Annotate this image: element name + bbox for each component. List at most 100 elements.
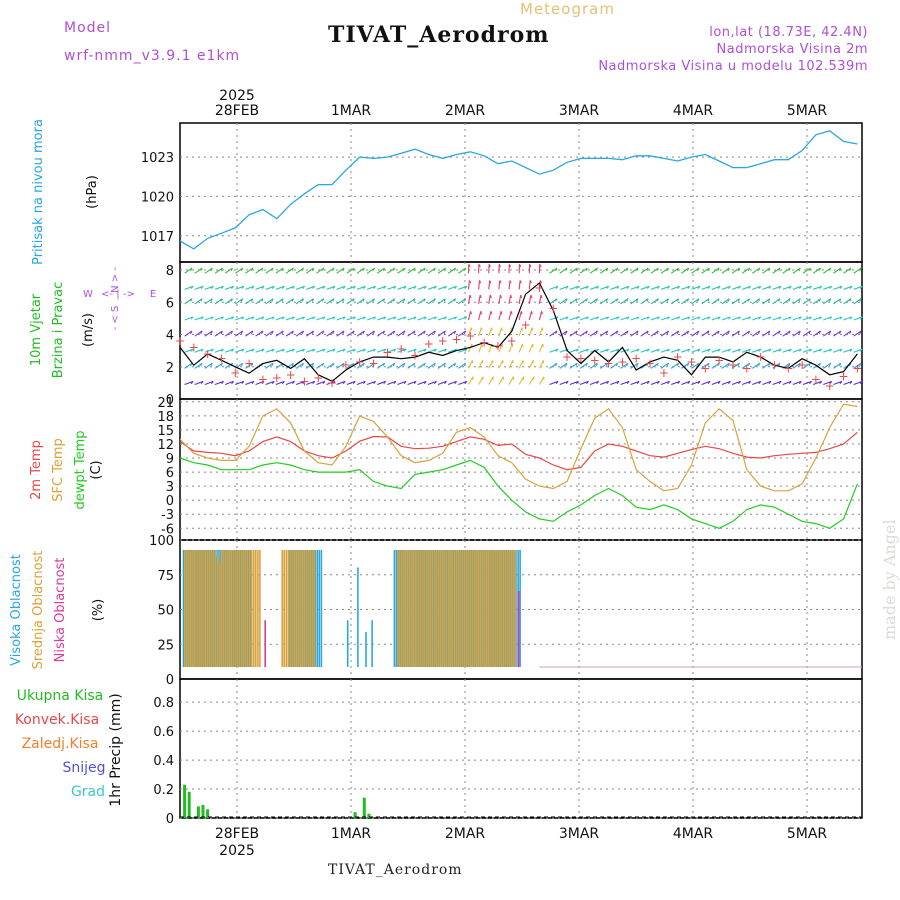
- wind-arrow-head: [200, 316, 204, 320]
- wind-arrow: [640, 267, 649, 274]
- wind-arrow: [701, 348, 711, 353]
- wind-arrow-head: [686, 330, 690, 334]
- wind-arrow: [214, 330, 223, 337]
- wind-arrow: [538, 311, 543, 321]
- time-axes: 202528FEB28FEB1MAR1MAR2MAR2MAR3MAR3MAR4M…: [215, 88, 828, 859]
- station-title: TIVAT_Aerodrom: [328, 22, 550, 48]
- wind-arrow: [194, 285, 204, 290]
- wind-arrow: [214, 316, 224, 321]
- wind-gust-marker: +: [203, 347, 213, 361]
- wind-arrow: [295, 298, 304, 305]
- wind-arrow: [397, 362, 406, 369]
- wind-arrow-head: [423, 362, 426, 367]
- wind-arrow-head: [231, 348, 235, 352]
- wind-arrow-head: [656, 298, 659, 302]
- wind-arrow: [265, 380, 275, 386]
- wind-arrow-head: [565, 298, 568, 302]
- wind-arrow: [316, 330, 325, 337]
- wind-arrow: [417, 330, 426, 337]
- wind-arrow: [224, 298, 233, 305]
- wind-panel: 0 2 4 6 8 + + + + + + + + + + + + + + + + + + + + + + + + + + + + + + + + + + +…: [166, 261, 863, 408]
- wind-arrow-head: [413, 362, 416, 367]
- model-altitude-line: Nadmorska Visina u modelu 102.539m: [598, 59, 868, 74]
- wind-arrow-head: [707, 362, 710, 367]
- wind-arrow: [833, 330, 842, 337]
- wind-arrow-head: [302, 285, 306, 289]
- wind-arrow: [741, 298, 750, 305]
- wind-arrow-head: [626, 298, 629, 302]
- wind-arrow-head: [499, 280, 502, 284]
- wind-arrow: [488, 360, 494, 369]
- wind-arrow: [853, 298, 862, 305]
- wind-arrow: [326, 362, 335, 369]
- wind-arrow: [295, 362, 304, 369]
- wind-arrow: [498, 360, 504, 369]
- wind-arrow-head: [312, 285, 316, 289]
- wind-arrow: [681, 330, 690, 337]
- wind-arrow-head: [646, 298, 649, 302]
- wind-arrow: [316, 362, 325, 369]
- wind-arrow-head: [392, 298, 396, 302]
- wind-arrow: [245, 316, 255, 321]
- wind-arrow: [691, 267, 700, 274]
- wind-arrow: [275, 362, 284, 369]
- wind-arrow: [812, 298, 821, 305]
- wind-arrow: [498, 294, 501, 304]
- wind-arrow: [792, 380, 802, 386]
- wind-arrow: [843, 348, 853, 353]
- wind-arrow-head: [332, 348, 336, 352]
- wind-arrow: [295, 285, 305, 290]
- wind-arrow: [184, 348, 194, 353]
- wind-arrow-head: [261, 298, 264, 302]
- wind-gust-marker: +: [230, 366, 240, 380]
- wind-arrow: [295, 380, 305, 386]
- wind-arrow-head: [707, 330, 710, 334]
- wind-arrow: [681, 298, 690, 305]
- wind-arrow-head: [819, 381, 823, 385]
- precip-bar: [187, 791, 191, 818]
- wind-arrow: [599, 330, 608, 337]
- wind-arrow: [316, 380, 326, 386]
- wind-arrow-head: [738, 381, 741, 385]
- wind-arrow: [802, 267, 811, 274]
- wind-arrow: [234, 330, 244, 337]
- wind-arrow-head: [727, 298, 730, 302]
- wind-arrow: [194, 330, 203, 337]
- wind-arrow: [579, 362, 588, 369]
- wind-arrow: [833, 285, 843, 290]
- wind-arrow: [762, 285, 772, 290]
- wind-arrow-head: [362, 285, 366, 289]
- wind-arrow-head: [839, 316, 843, 320]
- wind-arrow: [498, 311, 502, 321]
- wind-arrow: [843, 267, 852, 274]
- wind-arrow: [518, 376, 525, 385]
- wind-arrow-head: [707, 285, 711, 289]
- wind-arrow: [224, 285, 234, 290]
- wind-arrow: [538, 376, 545, 385]
- product-label: Meteogram: [520, 0, 615, 18]
- wind-arrow-head: [605, 267, 609, 272]
- wind-arrow-head: [454, 381, 458, 385]
- wind-arrow-head: [352, 381, 356, 385]
- wind-arrow: [528, 343, 534, 353]
- wind-arrow-head: [768, 316, 772, 320]
- top-day-label: 28FEB: [215, 103, 259, 119]
- wind-arrow-head: [453, 362, 457, 367]
- dewpt-line: [179, 457, 858, 529]
- wind-arrow-head: [686, 362, 690, 367]
- wind-arrow: [356, 298, 365, 305]
- wind-arrow: [660, 298, 669, 305]
- wind-arrow-head: [686, 267, 690, 272]
- wind-arrow: [346, 267, 355, 274]
- wind-arrow-head: [221, 348, 224, 352]
- wind-arrow-head: [727, 330, 730, 334]
- wind-arrow-head: [575, 362, 578, 367]
- wind-arrow: [265, 316, 275, 321]
- wind-arrow: [812, 285, 822, 290]
- wind-arrow: [670, 330, 679, 337]
- wind-arrow: [762, 267, 771, 274]
- wind-arrow: [245, 285, 255, 290]
- wind-arrow-head: [849, 285, 853, 289]
- wind-arrow: [660, 362, 669, 369]
